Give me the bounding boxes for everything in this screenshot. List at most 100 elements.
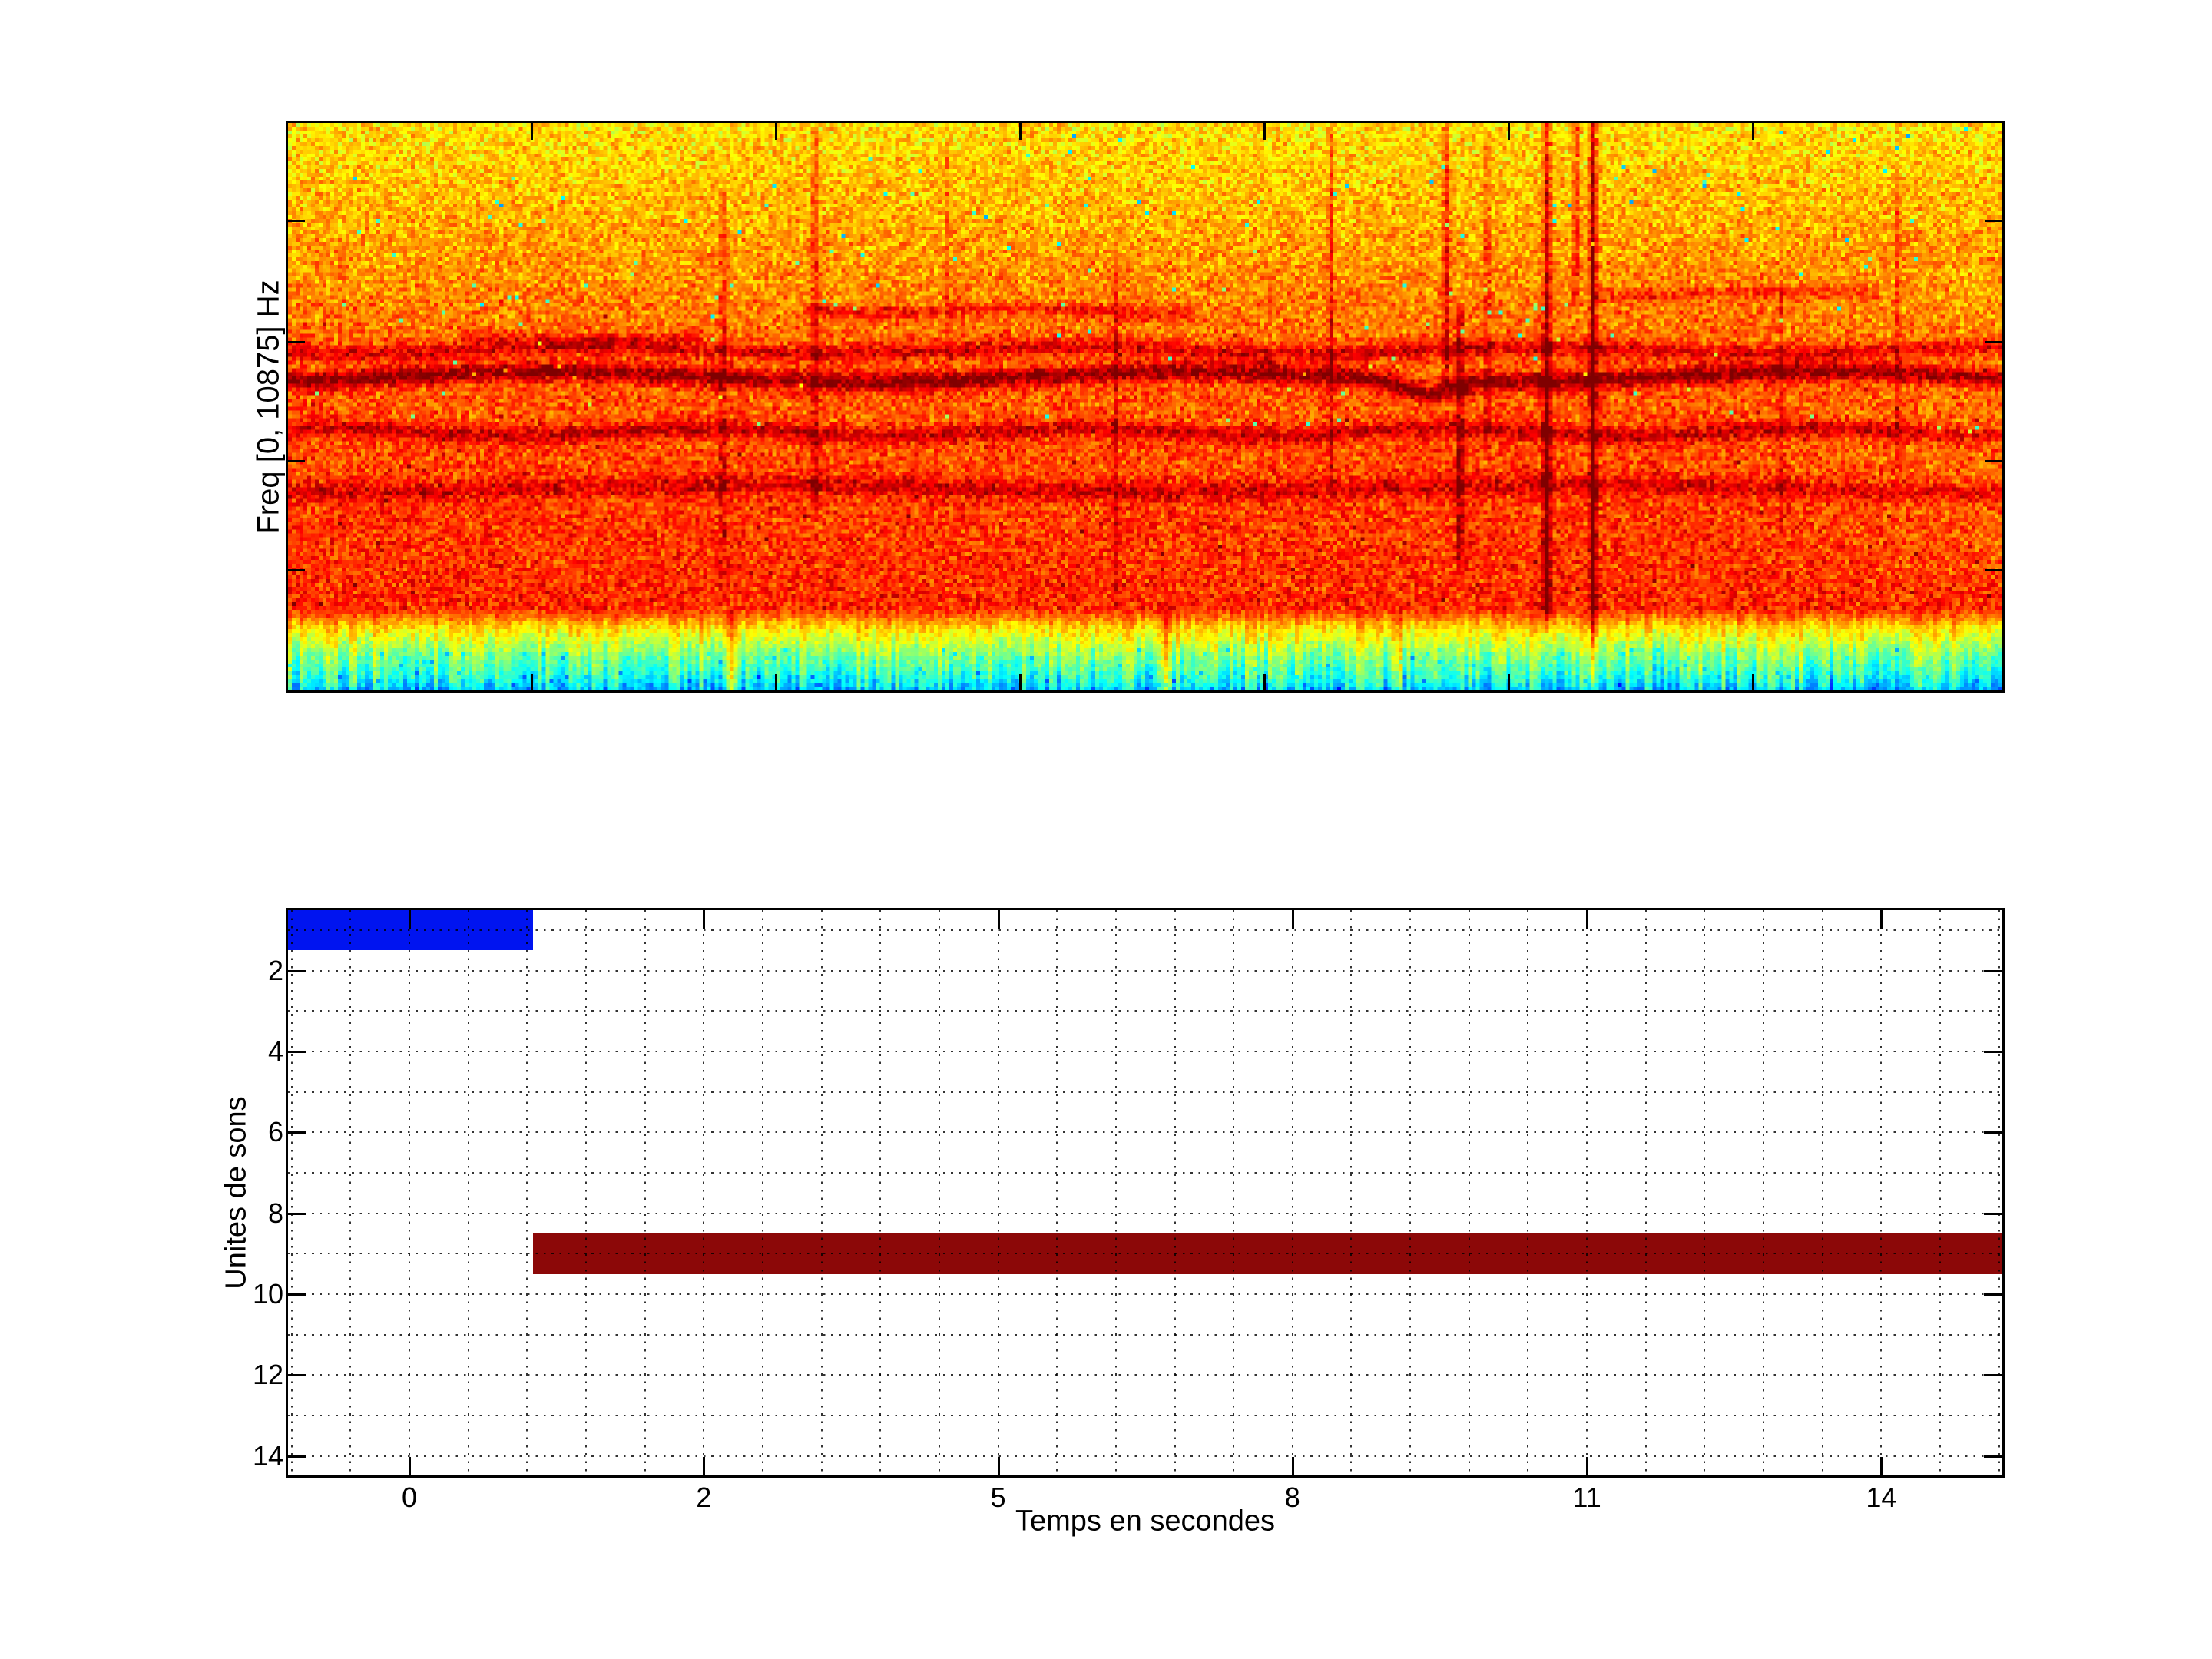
spectrogram-y-tick (1985, 341, 2002, 343)
grid-vertical (820, 910, 823, 1475)
grid-horizontal (288, 1172, 2002, 1174)
grid-vertical (1880, 910, 1883, 1475)
grid-vertical (1174, 910, 1176, 1475)
spectrogram-x-tick (775, 123, 777, 140)
timeline-y-tick (1984, 970, 2002, 972)
grid-horizontal (288, 1415, 2002, 1417)
timeline-x-tick (1880, 910, 1883, 929)
spectrogram-x-tick (1752, 674, 1754, 690)
grid-horizontal (288, 929, 2002, 932)
timeline-y-tick (288, 1293, 306, 1296)
spectrogram-x-tick (1263, 123, 1266, 140)
timeline-y-tick-label: 12 (252, 1359, 283, 1391)
timeline-y-tick-label: 2 (267, 954, 283, 986)
grid-vertical (1821, 910, 1823, 1475)
timeline-y-tick (288, 1374, 306, 1376)
timeline-x-tick-label: 8 (1284, 1482, 1300, 1513)
grid-vertical (1233, 910, 1235, 1475)
spectrogram-y-tick (288, 569, 305, 571)
spectrogram-x-tick (1508, 123, 1510, 140)
grid-vertical (879, 910, 882, 1475)
grid-vertical (997, 910, 999, 1475)
spectrogram-x-tick (1019, 674, 1022, 690)
grid-vertical (290, 910, 293, 1475)
grid-vertical (1527, 910, 1529, 1475)
timeline-x-tick (1292, 1457, 1294, 1475)
grid-vertical (1586, 910, 1588, 1475)
timeline-y-tick (288, 970, 306, 972)
grid-vertical (526, 910, 528, 1475)
timeline-xlabel: Temps en secondes (1015, 1505, 1275, 1538)
timeline-y-tick-label: 4 (267, 1035, 283, 1068)
grid-horizontal (288, 1051, 2002, 1053)
spectrogram-y-tick (1985, 220, 2002, 222)
grid-horizontal (288, 1253, 2002, 1255)
timeline-x-tick (1880, 1457, 1883, 1475)
spectrogram-x-tick (531, 123, 533, 140)
spectrogram-x-tick (775, 674, 777, 690)
timeline-x-tick-label: 11 (1572, 1482, 1601, 1513)
spectrogram-y-tick (288, 220, 305, 222)
grid-horizontal (288, 1455, 2002, 1457)
grid-horizontal (288, 1293, 2002, 1296)
timeline-x-tick-label: 2 (696, 1482, 712, 1513)
timeline-y-tick (1984, 1293, 2002, 1296)
timeline-x-tick (703, 910, 705, 929)
spectrogram-plot (286, 121, 2005, 693)
spectrogram-y-tick (288, 460, 305, 462)
grid-vertical (938, 910, 940, 1475)
spectrogram-y-tick (1985, 460, 2002, 462)
spectrogram-y-tick (288, 341, 305, 343)
timeline-x-tick (1586, 1457, 1588, 1475)
spectrogram-x-tick (1263, 674, 1266, 690)
timeline-y-tick (288, 1131, 306, 1134)
spectrogram-x-tick (531, 674, 533, 690)
spectrogram-x-tick (1752, 123, 1754, 140)
grid-vertical (467, 910, 469, 1475)
spectrogram-x-tick (1508, 674, 1510, 690)
spectrogram-y-tick (1985, 569, 2002, 571)
timeline-y-tick (288, 1051, 306, 1053)
timeline-x-tick (1586, 910, 1588, 929)
grid-horizontal (288, 1374, 2002, 1376)
grid-vertical (1644, 910, 1647, 1475)
grid-vertical (644, 910, 646, 1475)
grid-vertical (349, 910, 352, 1475)
timeline-y-tick (1984, 1374, 2002, 1376)
grid-vertical (703, 910, 705, 1475)
grid-horizontal (288, 1010, 2002, 1012)
grid-vertical (1704, 910, 1706, 1475)
timeline-x-tick (998, 910, 1000, 929)
timeline-y-tick (288, 1213, 306, 1215)
grid-horizontal (288, 1212, 2002, 1214)
timeline-y-tick (288, 1455, 306, 1458)
timeline-x-tick-label: 14 (1866, 1482, 1897, 1513)
grid-vertical (1763, 910, 1765, 1475)
grid-vertical (1114, 910, 1117, 1475)
grid-vertical (1998, 910, 2000, 1475)
grid-horizontal (288, 1333, 2002, 1336)
grid-vertical (1468, 910, 1470, 1475)
grid-vertical (1409, 910, 1412, 1475)
timeline-x-tick (998, 1457, 1000, 1475)
spectrogram-x-tick (1019, 123, 1022, 140)
timeline-y-tick (1984, 1051, 2002, 1053)
spectrogram-ylabel: Freq [0, 10875] Hz (251, 280, 286, 535)
grid-vertical (1056, 910, 1058, 1475)
timeline-y-tick-label: 14 (252, 1439, 283, 1472)
grid-horizontal (288, 1091, 2002, 1093)
timeline-plot (286, 908, 2005, 1478)
timeline-y-tick (1984, 1213, 2002, 1215)
timeline-x-tick-label: 5 (990, 1482, 1006, 1513)
timeline-x-tick-label: 0 (401, 1482, 418, 1513)
timeline-x-tick (409, 1457, 411, 1475)
grid-vertical (761, 910, 763, 1475)
timeline-x-tick (1292, 910, 1294, 929)
grid-horizontal (288, 969, 2002, 972)
grid-vertical (1350, 910, 1353, 1475)
grid-vertical (1291, 910, 1293, 1475)
timeline-y-tick-label: 10 (252, 1278, 283, 1310)
timeline-y-tick-label: 8 (267, 1197, 283, 1229)
spectrogram-image (288, 123, 2002, 690)
